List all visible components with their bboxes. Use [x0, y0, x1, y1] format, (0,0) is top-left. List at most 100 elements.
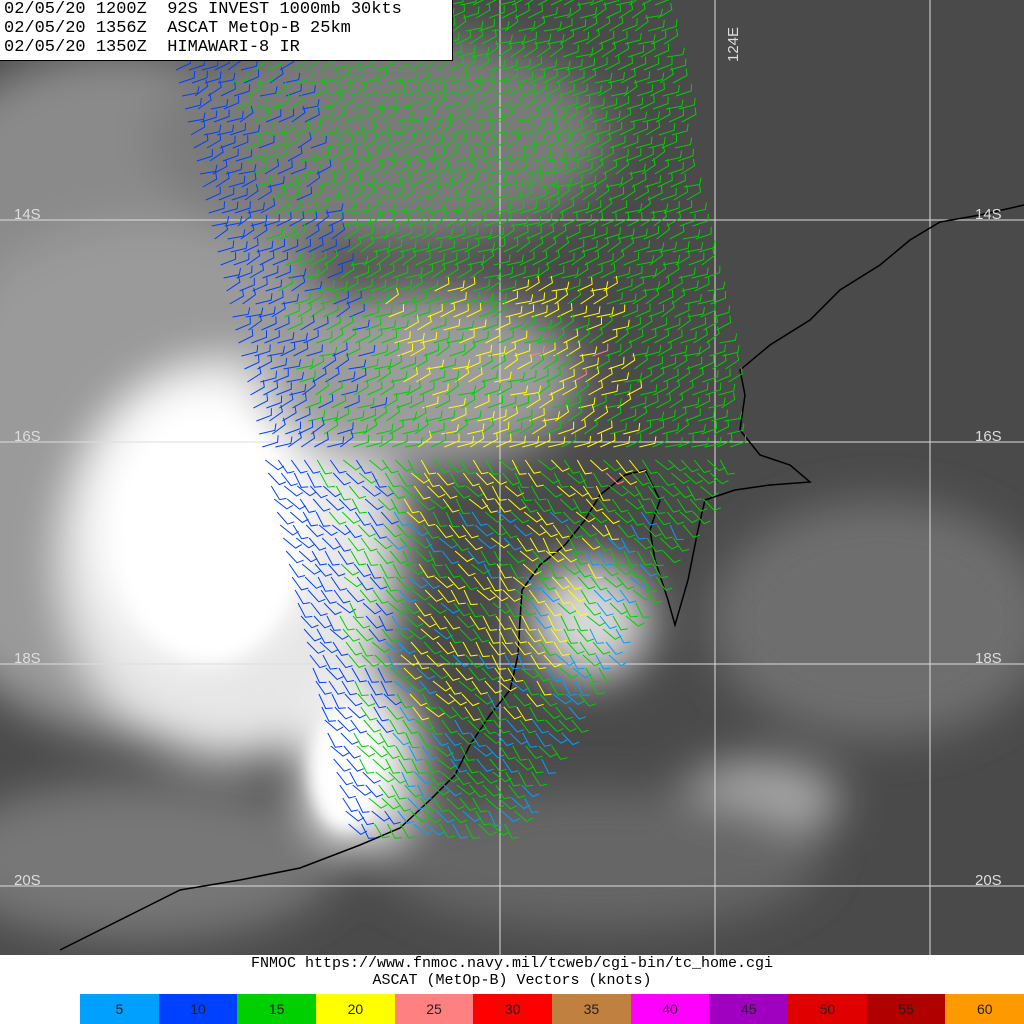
wind-barb [435, 524, 453, 539]
wind-barb [521, 784, 540, 798]
wind-barb [370, 397, 388, 409]
wind-barb [409, 524, 429, 537]
wind-barb [259, 423, 277, 435]
wind-barb [585, 200, 602, 214]
wind-barb [567, 287, 582, 305]
wind-barb [539, 59, 558, 71]
wind-barb [471, 379, 486, 396]
wind-barb [334, 406, 350, 422]
wind-barb [291, 274, 306, 292]
wind-barb [309, 354, 325, 370]
wind-barb [548, 732, 568, 744]
wind-barb [529, 235, 544, 253]
wind-barb [270, 357, 288, 370]
wind-barb [477, 706, 493, 722]
wind-barb [707, 281, 726, 292]
wind-barb [677, 148, 694, 162]
wind-barb [513, 395, 530, 409]
wind-barb [682, 397, 700, 409]
wind-barb [709, 472, 729, 485]
wind-barb [406, 680, 426, 693]
wind-barb [468, 199, 484, 214]
wind-barb [553, 472, 569, 488]
wind-barb [213, 109, 230, 123]
wind-barb [510, 385, 529, 396]
wind-barb [449, 170, 464, 188]
wind-barb [375, 602, 394, 616]
wind-barb [340, 732, 359, 745]
wind-barb [460, 576, 478, 591]
wind-barb [345, 173, 362, 188]
wind-barb [484, 680, 503, 694]
wind-barb [475, 3, 491, 19]
wind-barb [542, 537, 557, 554]
wind-barb [524, 628, 542, 643]
wind-barb [472, 797, 488, 813]
wind-barb [468, 498, 489, 510]
wind-barb [526, 693, 544, 707]
wind-barb [437, 118, 452, 136]
wind-barb [672, 406, 687, 422]
wind-barb [378, 150, 396, 162]
wind-barb [247, 366, 262, 383]
wind-barb [699, 355, 715, 370]
wind-barb [450, 589, 466, 605]
wind-barb [725, 353, 740, 370]
wind-barb [303, 329, 319, 344]
wind-barb [588, 511, 608, 524]
wind-barb [634, 14, 649, 32]
wind-barb [660, 485, 680, 498]
wind-barb [554, 287, 569, 305]
header-line: 02/05/20 1350Z HIMAWARI-8 IR [4, 38, 300, 57]
wind-barb [563, 160, 579, 175]
wind-barb [655, 576, 673, 591]
wind-barb [481, 370, 498, 383]
wind-barb [300, 615, 319, 629]
wind-barb [675, 249, 691, 266]
wind-barb [328, 511, 347, 525]
wind-barb [412, 241, 430, 253]
wind-barb [362, 305, 380, 318]
wind-barb [565, 524, 583, 539]
wind-barb [422, 693, 437, 710]
wind-barb [412, 537, 433, 549]
wind-barb [286, 372, 304, 383]
wind-barb [547, 314, 562, 331]
wind-barb [432, 383, 449, 396]
wind-barb [319, 641, 339, 654]
wind-barb [399, 411, 418, 422]
wind-barb [672, 537, 690, 552]
wind-barb [693, 327, 708, 344]
wind-barb [590, 576, 608, 591]
wind-barb [612, 319, 630, 331]
wind-barb [403, 201, 421, 214]
wind-barb [602, 459, 622, 472]
wind-barb [511, 330, 528, 344]
wind-barb [452, 485, 471, 499]
wind-barb [332, 342, 348, 357]
wind-barb [501, 472, 520, 486]
wind-barb [285, 421, 302, 435]
wind-barb [463, 589, 478, 606]
wind-barb [662, 550, 681, 564]
wind-barb [470, 732, 487, 748]
wind-barb [581, 404, 595, 422]
wind-barb [452, 359, 471, 370]
wind-barb [236, 265, 253, 279]
wind-barb [456, 615, 475, 628]
coastline [59, 204, 1024, 951]
wind-barb [234, 201, 251, 214]
wind-barb [574, 262, 589, 279]
wind-barb [351, 498, 367, 514]
wind-barb [690, 317, 707, 331]
wind-barb [667, 161, 684, 175]
wind-barb [399, 72, 417, 84]
wind-barb [380, 379, 395, 396]
wind-barb [282, 405, 297, 422]
wind-barb [412, 706, 430, 721]
wind-barb [414, 602, 432, 617]
wind-barb [404, 784, 423, 798]
wind-barb [680, 158, 696, 175]
wind-barb [475, 810, 491, 826]
wind-barb [653, 511, 671, 526]
